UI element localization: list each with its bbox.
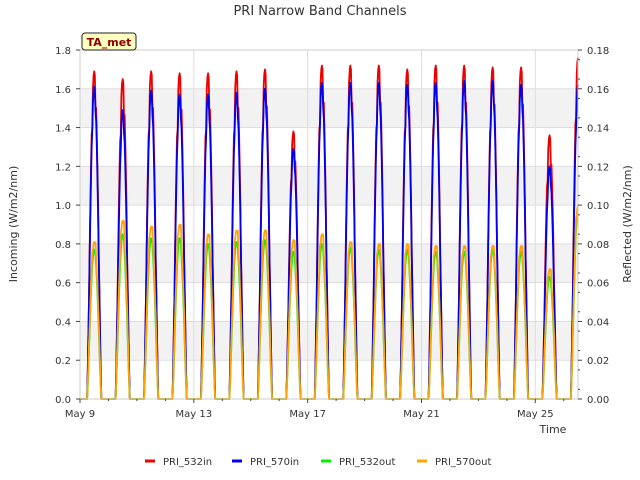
y-tick-label-right: 0.14 xyxy=(587,124,609,135)
y-tick-label-right: 0.12 xyxy=(587,162,609,173)
y-tick-label-right: 0.06 xyxy=(587,279,609,290)
axes: 0.0 0.2 0.4 0.6 0.8 1.0 1.2 1.4 1.6 1.8 0.00 0.02 0.… xyxy=(55,46,609,420)
legend: PRI_532in PRI_570in PRI_532out PRI_570out xyxy=(145,457,491,468)
y-axis-label-right: Reflected (W/m2/nm) xyxy=(621,165,634,283)
ta-met-badge: TA_met xyxy=(81,32,137,51)
plot-frame xyxy=(79,49,579,400)
y-tick-label-left: 1.0 xyxy=(55,201,71,212)
y-tick-label-left: 0.4 xyxy=(55,317,71,328)
ta-met-box xyxy=(81,32,137,51)
y-tick-label-left: 1.2 xyxy=(55,162,71,173)
y-tick-label-left: 1.6 xyxy=(55,85,71,96)
y-tick-label-left: 1.8 xyxy=(55,46,71,57)
x-tick-label: May 13 xyxy=(176,409,213,420)
legend-label-PRI_532in: PRI_532in xyxy=(163,457,212,468)
x-axis-label: Time xyxy=(539,423,567,436)
legend-label-PRI_570out: PRI_570out xyxy=(435,457,491,468)
y-tick-label-right: 0.00 xyxy=(587,395,609,406)
y-tick-label-right: 0.10 xyxy=(587,201,609,212)
y-tick-label-right: 0.04 xyxy=(587,317,609,328)
x-tick-label: May 17 xyxy=(289,409,326,420)
ta-met-label: TA_met xyxy=(87,36,132,49)
y-tick-label-left: 0.0 xyxy=(55,395,71,406)
x-tick-label: May 9 xyxy=(65,409,95,420)
y-tick-label-left: 0.6 xyxy=(55,279,71,290)
x-tick-label: May 25 xyxy=(517,409,554,420)
chart-title: PRI Narrow Band Channels xyxy=(233,4,406,19)
y-tick-label-right: 0.16 xyxy=(587,85,609,96)
y-tick-label-right: 0.18 xyxy=(587,46,609,57)
grid-band xyxy=(80,321,578,361)
series-lines xyxy=(80,57,579,400)
legend-label-PRI_532out: PRI_532out xyxy=(339,457,395,468)
y-tick-label-right: 0.08 xyxy=(587,240,609,251)
y-axis-label-left: Incoming (W/m2/nm) xyxy=(7,166,20,283)
legend-label-PRI_570in: PRI_570in xyxy=(250,457,299,468)
y-tick-label-left: 0.8 xyxy=(55,240,71,251)
y-tick-label-left: 1.4 xyxy=(55,124,71,135)
series-line-PRI_570out xyxy=(80,204,579,400)
grid-band xyxy=(80,88,578,128)
x-tick-label: May 21 xyxy=(403,409,440,420)
y-tick-label-right: 0.02 xyxy=(587,356,609,367)
y-tick-label-left: 0.2 xyxy=(55,356,71,367)
